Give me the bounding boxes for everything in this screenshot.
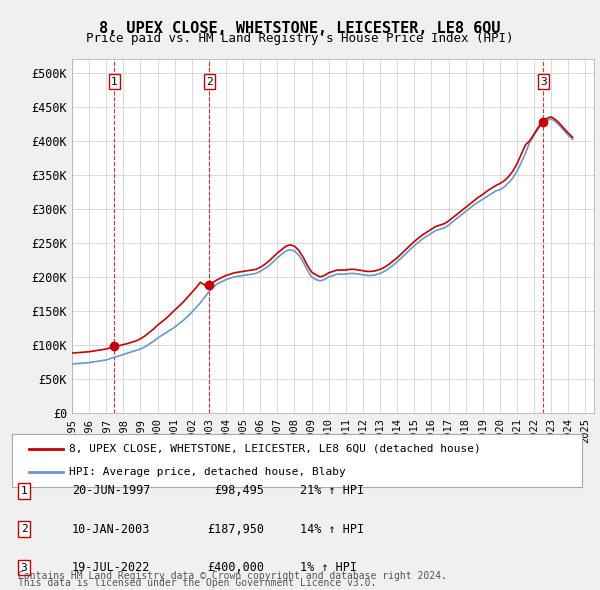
Text: 20-JUN-1997: 20-JUN-1997 bbox=[72, 484, 151, 497]
Text: £98,495: £98,495 bbox=[214, 484, 264, 497]
Text: £400,000: £400,000 bbox=[207, 561, 264, 574]
Text: HPI: Average price, detached house, Blaby: HPI: Average price, detached house, Blab… bbox=[69, 467, 346, 477]
Text: 10-JAN-2003: 10-JAN-2003 bbox=[72, 523, 151, 536]
Text: 14% ↑ HPI: 14% ↑ HPI bbox=[300, 523, 364, 536]
Text: 2: 2 bbox=[206, 77, 213, 87]
Text: 8, UPEX CLOSE, WHETSTONE, LEICESTER, LE8 6QU: 8, UPEX CLOSE, WHETSTONE, LEICESTER, LE8… bbox=[99, 21, 501, 35]
Text: 21% ↑ HPI: 21% ↑ HPI bbox=[300, 484, 364, 497]
Text: £187,950: £187,950 bbox=[207, 523, 264, 536]
Text: 3: 3 bbox=[540, 77, 547, 87]
Text: 1: 1 bbox=[20, 486, 28, 496]
Text: 8, UPEX CLOSE, WHETSTONE, LEICESTER, LE8 6QU (detached house): 8, UPEX CLOSE, WHETSTONE, LEICESTER, LE8… bbox=[69, 444, 481, 454]
Text: 19-JUL-2022: 19-JUL-2022 bbox=[72, 561, 151, 574]
Text: 2: 2 bbox=[20, 525, 28, 534]
Text: Contains HM Land Registry data © Crown copyright and database right 2024.: Contains HM Land Registry data © Crown c… bbox=[18, 571, 447, 581]
Text: Price paid vs. HM Land Registry's House Price Index (HPI): Price paid vs. HM Land Registry's House … bbox=[86, 32, 514, 45]
Text: 1: 1 bbox=[111, 77, 118, 87]
Text: This data is licensed under the Open Government Licence v3.0.: This data is licensed under the Open Gov… bbox=[18, 578, 376, 588]
Text: 3: 3 bbox=[20, 563, 28, 572]
Text: 1% ↑ HPI: 1% ↑ HPI bbox=[300, 561, 357, 574]
